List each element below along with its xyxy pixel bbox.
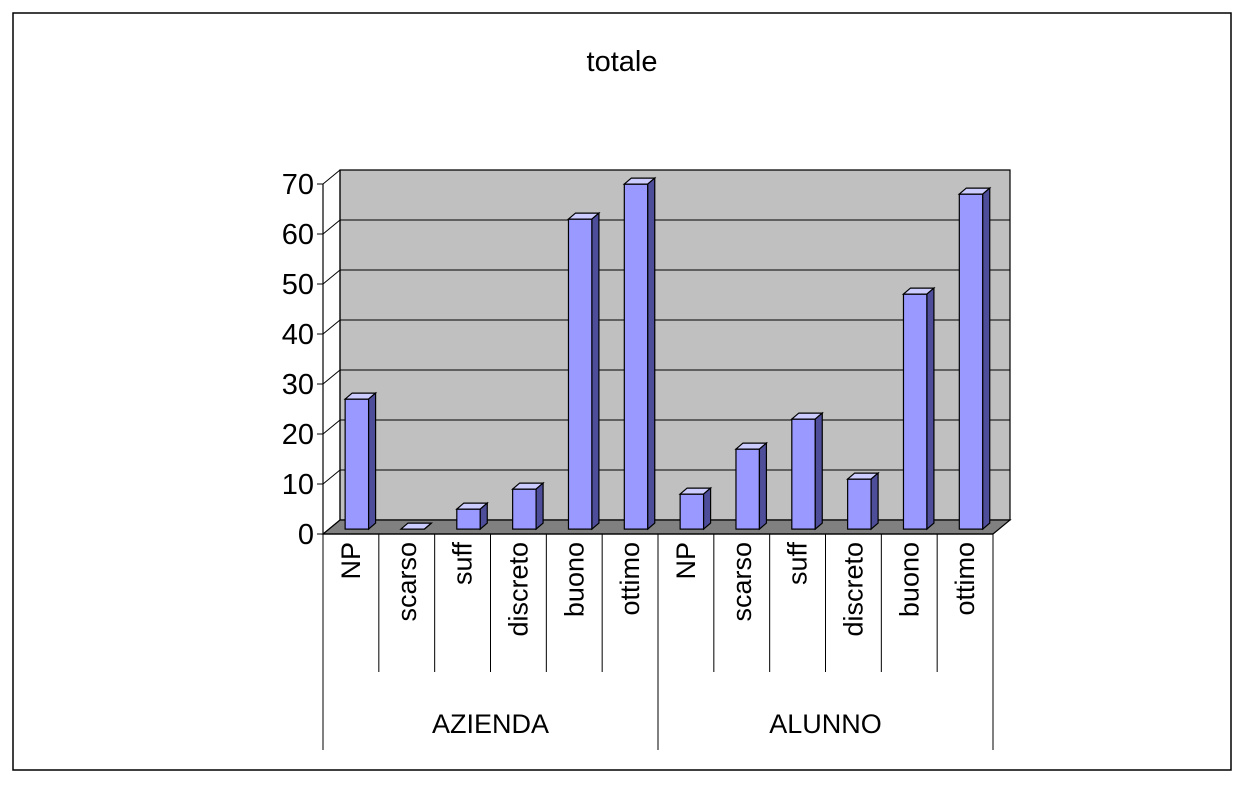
y-tick-label: 20 (282, 419, 314, 451)
y-axis-connector (322, 269, 341, 285)
bar-side (982, 186, 991, 531)
x-tick-label: scarso (727, 542, 757, 622)
bar-front (847, 478, 872, 530)
x-tick-label: NP (671, 542, 701, 580)
x-tick-label: buono (894, 542, 924, 617)
bar-side (479, 501, 488, 531)
bar-front (456, 508, 481, 530)
bar-side (424, 522, 432, 530)
bar-side (702, 486, 712, 531)
y-tick-label: 70 (282, 169, 314, 201)
plot-area: 0 10 20 30 40 50 60 70 NP scarso suff discreto buono… (282, 169, 1012, 750)
y-axis-connector (322, 419, 341, 435)
bar-azienda-ottimo (622, 176, 657, 531)
bar-side (647, 176, 656, 531)
y-tick-label: 0 (298, 519, 314, 551)
x-tick-label: scarso (392, 542, 422, 622)
x-tick-label: buono (559, 542, 589, 617)
y-tick-label: 10 (282, 469, 314, 501)
y-tick-label: 50 (282, 269, 314, 301)
y-axis-connector (322, 519, 341, 535)
bar-front (567, 218, 593, 530)
bar-azienda-scarso (399, 522, 434, 530)
bar-side (591, 211, 600, 531)
y-axis-connector (322, 369, 341, 385)
x-tick-label: discreto (503, 542, 533, 637)
bar-side (870, 471, 879, 531)
x-group-label: ALUNNO (769, 709, 882, 739)
bar-side (535, 481, 544, 531)
x-tick-label: NP (336, 542, 366, 580)
bar-front (735, 448, 761, 530)
bar-side (367, 391, 377, 531)
bar-alunno-ottimo (957, 186, 992, 531)
bar-side (814, 411, 823, 531)
bar-azienda-buono (566, 211, 601, 531)
bar-azienda-suff (455, 501, 489, 531)
bar-side (926, 286, 935, 531)
x-tick-label: suff (448, 542, 478, 586)
bar-azienda-discreto (511, 481, 545, 531)
y-tick-label: 60 (282, 219, 314, 251)
bar-alunno-suff (790, 411, 824, 531)
x-tick-label: ottimo (950, 542, 980, 616)
bar-alunno-scarso (734, 441, 769, 531)
bar-alunno-buono (901, 286, 936, 531)
x-group-label: AZIENDA (432, 709, 549, 739)
y-axis-connector (322, 219, 341, 235)
y-tick-label: 30 (282, 369, 314, 401)
y-tick-label: 40 (282, 319, 314, 351)
y-axis-connector (322, 169, 341, 185)
bar-front (958, 193, 984, 530)
bar-alunno-NP (678, 486, 713, 531)
y-axis-connector (322, 469, 341, 485)
chart-title: totale (587, 46, 658, 78)
y-axis-connector (322, 319, 341, 335)
bar-front (902, 293, 928, 530)
bar-front (344, 398, 370, 530)
x-tick-label: suff (783, 542, 813, 586)
x-tick-label: ottimo (615, 542, 645, 616)
bar-alunno-discreto (846, 471, 880, 531)
bar-front (623, 183, 649, 530)
bar-azienda-NP (343, 391, 378, 531)
bar-side (758, 441, 768, 531)
bar-front (512, 488, 537, 530)
bar-front (679, 493, 705, 530)
bar-front (791, 418, 816, 530)
x-tick-label: discreto (838, 542, 868, 637)
